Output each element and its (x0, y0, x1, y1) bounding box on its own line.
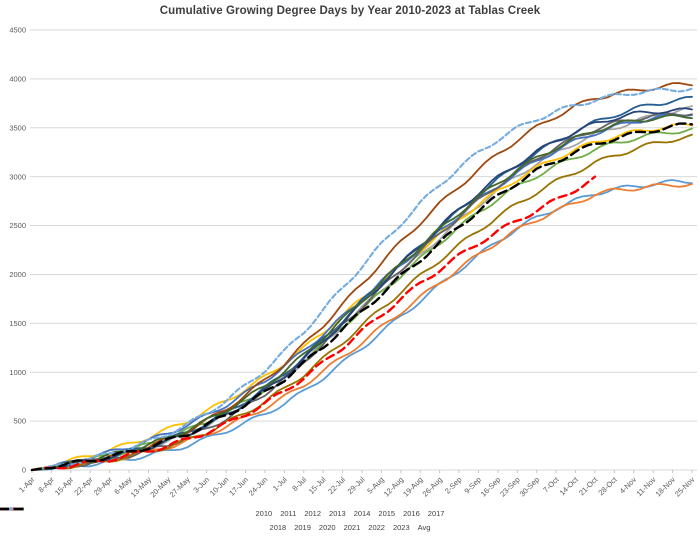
legend-label-2015: 2015 (378, 508, 396, 518)
legend-label-2014: 2014 (353, 508, 371, 518)
y-axis-tick-label: 1000 (9, 368, 26, 377)
legend-item-2014: 2014 (0, 506, 371, 520)
series-line-2021 (31, 114, 693, 471)
x-axis-tick-label: 16-Sep (479, 475, 502, 498)
legend-label-2017: 2017 (427, 508, 445, 518)
x-axis-tick-label: 24-Jun (247, 475, 270, 498)
legend-label-2023: 2023 (392, 522, 410, 532)
legend-item-2021: 2021 (0, 507, 361, 534)
x-axis-tick-label: 23-Sep (498, 475, 521, 498)
legend-label-2018: 2018 (269, 522, 287, 532)
legend-swatch-Avg (0, 507, 24, 511)
legend-item-2017: 2017 (0, 506, 445, 520)
legend-item-2013: 2013 (0, 506, 346, 520)
legend-label-2020: 2020 (318, 522, 336, 532)
x-axis-tick-label: 15-Jul (307, 475, 328, 496)
series-line-2023 (30, 175, 597, 472)
legend-label-2019: 2019 (294, 522, 311, 532)
legend-row-1: 2010 2011 2012 2013 2014 2015 2016 2017 (0, 506, 700, 520)
series-line-2012 (31, 105, 693, 471)
x-axis-tick-label: 8-Jul (290, 475, 308, 493)
x-axis-tick-label: 18-Nov (654, 475, 678, 499)
legend-item-2011: 2011 (0, 506, 297, 520)
x-axis-tick-label: 12-Aug (382, 475, 405, 498)
x-axis-tick-label: 25-Nov (673, 475, 697, 499)
legend-label-2016: 2016 (403, 508, 420, 518)
y-axis-tick-label: 4000 (9, 74, 26, 83)
x-axis-tick-label: 26-Aug (421, 475, 444, 498)
legend-item-Avg: Avg (0, 507, 431, 534)
legend-item-2020: 2020 (0, 507, 336, 534)
series-line-Avg (30, 122, 694, 472)
x-axis-tick-label: 11-Nov (635, 475, 658, 498)
legend-label-2011: 2011 (280, 508, 297, 518)
legend-item-2010: 2010 (0, 506, 273, 520)
series-line-2022 (30, 87, 694, 472)
legend-label-Avg: Avg (417, 522, 431, 532)
x-axis-tick-label: 27-May (168, 475, 192, 499)
legend-row-2: 2018 2019 2020 2021 2022 2023 Avg (0, 507, 700, 534)
series-line-2010 (31, 179, 693, 471)
chart-title: Cumulative Growing Degree Days by Year 2… (159, 5, 541, 17)
x-axis-tick-label: 20-May (148, 475, 172, 499)
x-axis-tick-label: 10-Jun (208, 475, 231, 498)
x-axis-tick-label: 15-Apr (53, 475, 76, 498)
legend-item-2015: 2015 (0, 506, 396, 520)
series-line-2013 (31, 122, 693, 471)
legend-item-2022: 2022 (0, 507, 385, 534)
y-axis-tick-label: 2000 (9, 270, 26, 279)
x-axis-tick-label: 21-Oct (577, 474, 600, 497)
x-axis-tick-label: 1-Jul (271, 475, 289, 493)
x-axis-tick-label: 13-May (129, 475, 153, 499)
y-axis-tick-label: 0 (22, 466, 26, 475)
legend-item-2019: 2019 (0, 507, 311, 534)
legend-label-2021: 2021 (343, 522, 361, 532)
legend-label-2010: 2010 (255, 508, 273, 518)
legend: 2010 2011 2012 2013 2014 2015 2016 2017 2018 2019… (0, 506, 700, 534)
y-axis-tick-label: 3500 (9, 123, 26, 132)
legend-item-2016: 2016 (0, 506, 420, 520)
x-axis-tick-label: 19-Aug (401, 475, 424, 498)
x-axis-tick-label: 22-Apr (72, 475, 95, 498)
x-axis-tick-label: 17-Jun (227, 475, 250, 498)
x-axis-tick-label: 2-Sep (443, 475, 464, 496)
x-axis-tick-label: 22-Jul (326, 475, 347, 496)
legend-item-2018: 2018 (0, 507, 287, 534)
x-axis-tick-label: 30-Sep (518, 475, 541, 498)
legend-label-2022: 2022 (368, 522, 385, 532)
legend-label-2013: 2013 (329, 508, 346, 518)
y-axis-tick-label: 500 (13, 417, 26, 426)
y-axis-tick-label: 3000 (9, 172, 26, 181)
series-line-2018 (31, 112, 693, 471)
x-axis-tick-label: 29-Jul (346, 475, 367, 496)
y-axis-tick-label: 1500 (9, 319, 26, 328)
legend-item-2012: 2012 (0, 506, 322, 520)
y-axis-tick-label: 4500 (9, 26, 26, 35)
y-axis-tick-label: 2500 (9, 221, 26, 230)
x-axis-tick-label: 14-Oct (558, 474, 581, 497)
legend-item-2023: 2023 (0, 507, 410, 534)
series-line-2014 (31, 112, 693, 471)
series-line-2011 (31, 183, 693, 471)
series-line-2017 (31, 82, 693, 471)
legend-label-2012: 2012 (304, 508, 322, 518)
x-axis-tick-label: 29-Apr (92, 475, 115, 498)
x-axis-tick-label: 28-Oct (596, 474, 619, 497)
x-axis-tick-label: 1-Apr (17, 475, 37, 495)
